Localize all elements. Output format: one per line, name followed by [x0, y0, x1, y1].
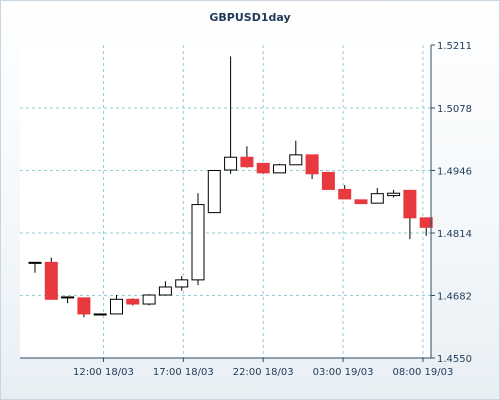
- candle-body: [305, 154, 319, 175]
- candle: [191, 193, 205, 286]
- candle: [403, 189, 417, 240]
- candle-body: [256, 162, 270, 174]
- candle: [289, 140, 303, 166]
- candle-body: [142, 294, 156, 305]
- candle: [419, 217, 433, 236]
- candle: [370, 188, 384, 204]
- candle-body: [321, 171, 335, 190]
- candle-body: [338, 188, 352, 200]
- x-tick-label: 03:00 19/03: [313, 367, 374, 378]
- x-tick-label: 17:00 18/03: [153, 367, 214, 378]
- x-tick-label: 22:00 18/03: [233, 367, 294, 378]
- candle: [93, 313, 107, 316]
- candle-body: [44, 261, 58, 300]
- candle-body: [403, 189, 417, 219]
- candle: [305, 154, 319, 180]
- candle: [321, 171, 335, 190]
- candle-body: [354, 199, 368, 205]
- candle: [142, 294, 156, 306]
- candle: [207, 169, 221, 214]
- candle: [273, 163, 286, 174]
- candle: [28, 261, 42, 273]
- y-tick-label: 1.5211: [437, 41, 472, 52]
- candle-body: [240, 156, 254, 168]
- candle-body: [224, 156, 238, 171]
- chart-title: GBPUSD1day: [209, 11, 291, 24]
- y-tick-label: 1.5078: [437, 104, 472, 115]
- x-tick-label: 08:00 19/03: [393, 367, 454, 378]
- candle: [44, 257, 58, 300]
- candle-body: [175, 279, 189, 288]
- candle-body: [387, 192, 401, 197]
- x-tick-label: 12:00 18/03: [73, 367, 134, 378]
- candle: [126, 298, 140, 306]
- candle: [256, 162, 270, 174]
- candle-body: [419, 217, 433, 228]
- candle-body: [77, 297, 91, 315]
- candle-body: [289, 154, 303, 166]
- candle-body: [61, 296, 75, 299]
- candle: [158, 281, 172, 296]
- candle-body: [110, 298, 123, 315]
- candle-body: [273, 164, 286, 174]
- y-tick-label: 1.4814: [437, 229, 472, 240]
- candle-body: [93, 313, 107, 316]
- candle-body: [207, 169, 221, 214]
- candle-body: [191, 204, 205, 281]
- y-tick-label: 1.4682: [437, 291, 472, 302]
- candle-body: [28, 261, 42, 264]
- candle: [175, 276, 189, 291]
- candle: [354, 199, 368, 205]
- y-tick-label: 1.4946: [437, 166, 472, 177]
- candle-body: [126, 298, 140, 305]
- candle: [110, 295, 123, 315]
- y-tick-label: 1.4550: [437, 354, 472, 365]
- candle: [61, 296, 75, 304]
- candle-body: [158, 286, 172, 296]
- candle: [77, 297, 91, 318]
- candle: [224, 56, 238, 174]
- candle: [387, 189, 401, 198]
- candle-body: [370, 193, 384, 204]
- candle: [338, 185, 352, 200]
- candle: [240, 146, 254, 168]
